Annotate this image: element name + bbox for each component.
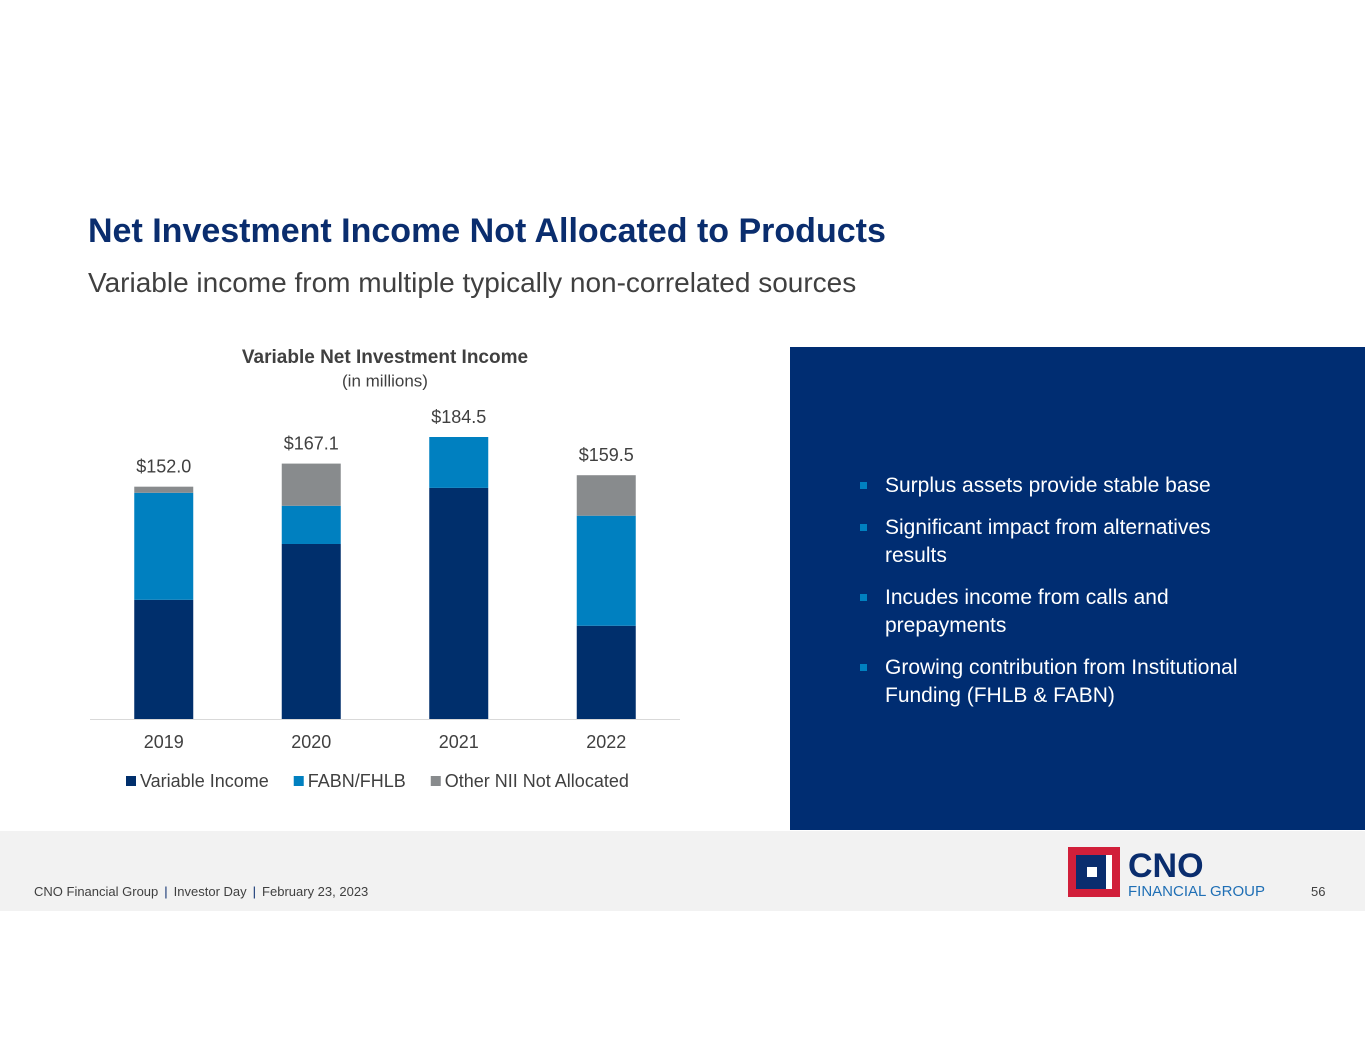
total-label: $167.1 [284, 433, 339, 453]
logo-text: CNO [1128, 847, 1204, 885]
x-tick-label: 2021 [439, 732, 479, 752]
bar-segment [281, 463, 341, 506]
date: February 23, 2023 [262, 884, 369, 899]
legend-label: Other NII Not Allocated [445, 771, 629, 791]
chart-subtitle: (in millions) [342, 371, 428, 390]
info-panel [790, 347, 1365, 830]
bar-segment [576, 475, 636, 516]
x-tick-label: 2020 [291, 732, 331, 752]
logo-dot [1087, 867, 1097, 877]
bullet-list: Surplus assets provide stable base Signi… [860, 472, 1280, 724]
bar-segment [429, 487, 489, 719]
total-label: $152.0 [136, 456, 191, 476]
company: CNO Financial Group [34, 884, 159, 899]
bar-segment [281, 505, 341, 544]
page-number: 56 [1311, 884, 1326, 899]
slide-title: Net Investment Income Not Allocated to P… [88, 212, 886, 250]
logo-subtext: FINANCIAL GROUP [1128, 883, 1265, 900]
legend-label: Variable Income [140, 771, 269, 791]
bullet: Incudes income from calls and prepayment… [860, 584, 1277, 640]
bar-segment [576, 515, 636, 626]
bar-segment [134, 599, 194, 719]
bar-segment [429, 437, 489, 488]
bar-segment [576, 625, 636, 719]
bullet: Growing contribution from Institutional … [860, 654, 1277, 710]
total-label: $184.5 [431, 407, 486, 427]
bullet: Surplus assets provide stable base [860, 472, 1277, 500]
separator: | [164, 884, 168, 899]
bullet: Significant impact from alternatives res… [860, 514, 1277, 570]
x-tick-label: 2019 [144, 732, 184, 752]
separator: | [252, 884, 257, 899]
bar-segment [134, 492, 194, 600]
x-tick-label: 2022 [586, 732, 626, 752]
legend-swatch [293, 776, 304, 786]
footer-band [0, 831, 1365, 911]
logo: CNO FINANCIAL GROUP [1068, 847, 1265, 900]
legend-swatch [126, 776, 136, 786]
legend-swatch [430, 776, 441, 786]
chart-title: Variable Net Investment Income [242, 347, 528, 368]
event: Investor Day [173, 884, 247, 899]
footer-text: CNO Financial Group | Investor Day | Februar… [34, 884, 368, 899]
bar-segment [281, 543, 341, 719]
slide-subtitle: Variable income from multiple typically … [88, 267, 857, 298]
bar-segment [134, 486, 194, 493]
legend-label: FABN/FHLB [308, 771, 406, 791]
total-label: $159.5 [579, 445, 634, 465]
